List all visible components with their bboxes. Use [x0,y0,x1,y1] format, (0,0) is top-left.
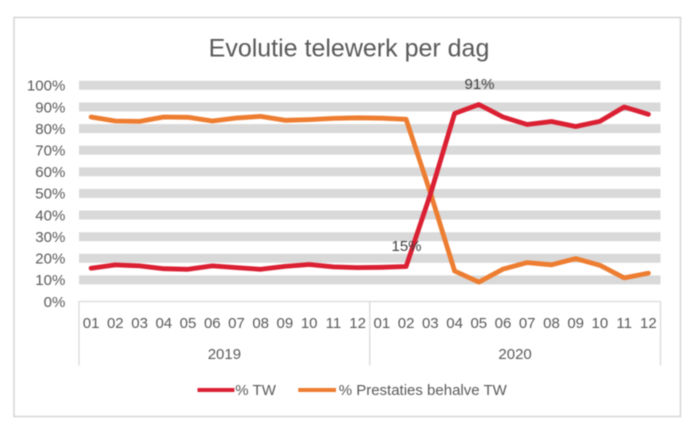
svg-text:91%: 91% [464,76,494,93]
svg-text:01: 01 [83,315,100,332]
svg-text:% TW: % TW [235,382,276,399]
svg-text:15%: 15% [391,238,421,255]
svg-text:Evolutie telewerk per dag: Evolutie telewerk per dag [209,35,490,63]
svg-text:08: 08 [543,315,560,332]
svg-text:% Prestaties behalve TW: % Prestaties behalve TW [339,382,508,399]
svg-text:40%: 40% [35,207,65,224]
svg-text:80%: 80% [35,121,65,138]
svg-text:11: 11 [326,315,342,332]
svg-text:04: 04 [446,315,463,332]
svg-text:02: 02 [398,315,415,332]
svg-text:09: 09 [277,315,294,332]
svg-text:04: 04 [155,315,172,332]
svg-text:2020: 2020 [498,346,531,363]
svg-text:01: 01 [374,315,391,332]
svg-text:05: 05 [180,315,197,332]
svg-text:06: 06 [495,315,512,332]
svg-text:12: 12 [640,315,657,332]
svg-text:10: 10 [301,315,318,332]
svg-text:100%: 100% [27,78,65,95]
svg-text:10: 10 [592,315,609,332]
svg-text:90%: 90% [35,99,65,116]
svg-text:70%: 70% [35,143,65,160]
svg-text:07: 07 [228,315,245,332]
svg-text:07: 07 [519,315,536,332]
svg-text:03: 03 [422,315,439,332]
svg-text:2019: 2019 [208,346,241,363]
svg-text:0%: 0% [44,294,66,311]
svg-text:10%: 10% [35,272,65,289]
svg-text:60%: 60% [35,164,65,181]
svg-text:12: 12 [349,315,366,332]
svg-text:30%: 30% [35,229,65,246]
svg-text:05: 05 [470,315,487,332]
svg-text:06: 06 [204,315,221,332]
svg-text:02: 02 [107,315,124,332]
svg-text:50%: 50% [35,186,65,203]
svg-text:03: 03 [131,315,148,332]
svg-text:11: 11 [616,315,632,332]
svg-text:20%: 20% [35,251,65,268]
svg-text:09: 09 [567,315,584,332]
svg-text:08: 08 [252,315,269,332]
